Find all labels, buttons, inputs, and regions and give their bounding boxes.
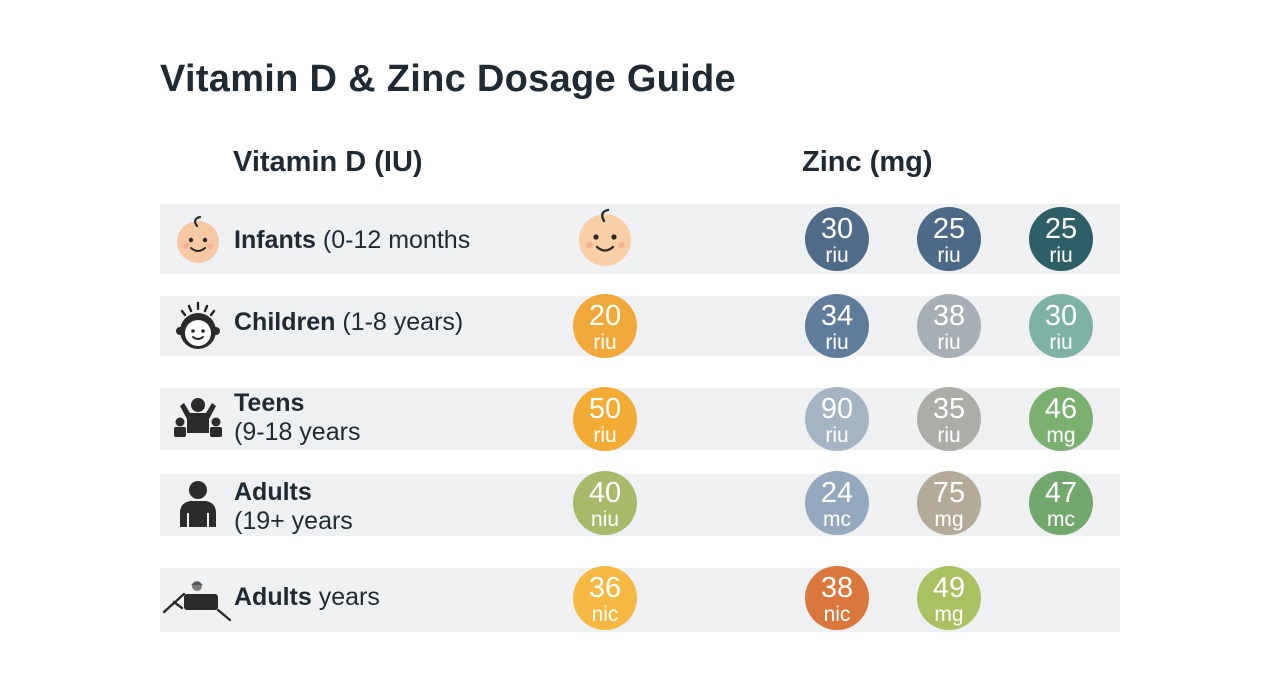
dose-value: 24 xyxy=(820,476,854,509)
dose-unit: riu xyxy=(825,330,849,354)
dose-unit: nic xyxy=(823,602,851,626)
dose-value: 25 xyxy=(1044,212,1078,245)
dose-unit: riu xyxy=(593,423,617,447)
dose-value: 90 xyxy=(820,392,854,425)
zinc-dose-badge: 24 mc xyxy=(805,471,869,535)
dose-value: 35 xyxy=(932,392,966,425)
dose-unit: nic xyxy=(591,602,619,626)
dose-value: 40 xyxy=(588,476,622,509)
zinc-dose-badge: 47 mc xyxy=(1029,471,1093,535)
dose-unit: riu xyxy=(937,243,961,267)
zinc-dose-badge: 46 mg xyxy=(1029,387,1093,451)
dose-value: 34 xyxy=(820,299,854,332)
dose-unit: mg xyxy=(934,602,964,626)
dosage-row-adults-years: Adults years 36 nic 38 nic 49 mg xyxy=(160,566,1120,632)
dose-value: 30 xyxy=(1044,299,1078,332)
zinc-dose-badge: 30 riu xyxy=(1029,294,1093,358)
zinc-dose-badge: 34 riu xyxy=(805,294,869,358)
age-range: (1-8 years) xyxy=(335,308,464,336)
dose-unit: niu xyxy=(590,507,620,531)
age-range: years xyxy=(311,583,380,611)
adult-person-icon xyxy=(180,481,216,527)
dose-unit: riu xyxy=(937,330,961,354)
child-face-icon xyxy=(176,301,220,349)
dose-value: 30 xyxy=(820,212,854,245)
age-range: (9-18 years xyxy=(234,418,361,446)
row-label: Children (1-8 years) xyxy=(234,308,463,337)
dose-unit: mg xyxy=(1046,423,1076,447)
dosage-row-infants: Infants (0-12 months 30 riu 25 riu 25 ri… xyxy=(160,204,1120,274)
row-label: Teens (9-18 years xyxy=(234,389,360,447)
age-group-name: Teens xyxy=(234,389,305,417)
vitamin-d-dose-badge: 20 riu xyxy=(573,294,637,358)
zinc-column-header: Zinc (mg) xyxy=(802,146,933,178)
zinc-dose-badge: 35 riu xyxy=(917,387,981,451)
dose-value: 36 xyxy=(588,571,622,604)
dose-unit: mc xyxy=(823,507,851,531)
dose-unit: riu xyxy=(1049,243,1073,267)
vitamin-d-dose-badge: 36 nic xyxy=(573,566,637,630)
row-label: Adults years xyxy=(234,583,380,612)
age-group-name: Adults xyxy=(234,478,312,506)
vitamin-d-column-header: Vitamin D (IU) xyxy=(233,146,423,178)
elderly-reclining-icon xyxy=(162,581,232,622)
baby-face-icon xyxy=(579,208,631,266)
baby-face-icon xyxy=(177,215,219,263)
dose-unit: riu xyxy=(825,423,849,447)
age-group-name: Infants xyxy=(234,226,316,254)
zinc-dose-badge: 75 mg xyxy=(917,471,981,535)
dose-unit: riu xyxy=(937,423,961,447)
vitamin-d-dose-badge: 40 niu xyxy=(573,471,637,535)
zinc-dose-badge: 25 riu xyxy=(917,207,981,271)
dose-unit: mc xyxy=(1047,507,1075,531)
dose-unit: riu xyxy=(825,243,849,267)
dose-value: 25 xyxy=(932,212,966,245)
dosage-row-teens: Teens (9-18 years 50 riu 90 riu 35 riu 4… xyxy=(160,387,1120,451)
age-group-name: Children xyxy=(234,308,336,336)
dose-unit: riu xyxy=(593,330,617,354)
dose-value: 50 xyxy=(588,392,622,425)
dose-value: 38 xyxy=(820,571,854,604)
vitamin-d-dose-badge: 50 riu xyxy=(573,387,637,451)
zinc-dose-badge: 90 riu xyxy=(805,387,869,451)
row-label: Infants (0-12 months xyxy=(234,226,470,255)
zinc-dose-badge: 38 riu xyxy=(917,294,981,358)
dose-unit: riu xyxy=(1049,330,1073,354)
age-range: (0-12 months xyxy=(315,226,471,254)
age-group-name: Adults xyxy=(234,583,312,611)
zinc-dose-badge: 30 riu xyxy=(805,207,869,271)
teens-group-icon xyxy=(174,398,222,437)
dose-value: 75 xyxy=(932,476,966,509)
dosage-row-adults: Adults (19+ years 40 niu 24 mc 75 mg 47 … xyxy=(160,471,1120,536)
page-title: Vitamin D & Zinc Dosage Guide xyxy=(160,58,736,100)
zinc-dose-badge: 49 mg xyxy=(917,566,981,630)
dose-unit: mg xyxy=(934,507,964,531)
row-label: Adults (19+ years xyxy=(234,478,353,536)
dose-value: 20 xyxy=(588,299,622,332)
dosage-row-children: Children (1-8 years) 20 riu 34 riu 38 ri… xyxy=(160,294,1120,358)
dose-value: 38 xyxy=(932,299,966,332)
age-range: (19+ years xyxy=(234,507,353,535)
zinc-dose-badge: 25 riu xyxy=(1029,207,1093,271)
dose-value: 49 xyxy=(932,571,966,604)
zinc-dose-badge: 38 nic xyxy=(805,566,869,630)
dose-value: 47 xyxy=(1044,476,1078,509)
dose-value: 46 xyxy=(1044,392,1078,425)
